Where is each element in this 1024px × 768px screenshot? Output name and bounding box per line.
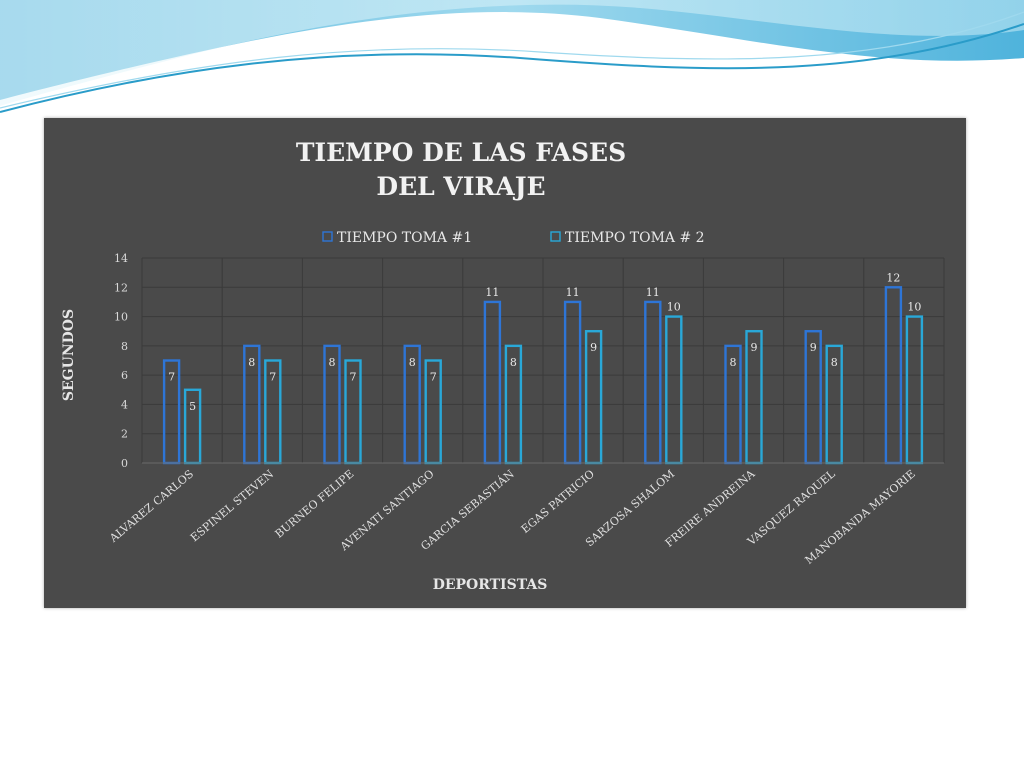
data-label-series-1: 8: [329, 356, 336, 369]
y-axis-title: SEGUNDOS: [61, 309, 77, 401]
legend-swatch-series-2: [550, 231, 561, 242]
data-label-series-2: 7: [350, 371, 357, 384]
data-label-series-2: 9: [590, 341, 597, 354]
data-label-series-1: 8: [730, 356, 737, 369]
bar-chart: TIEMPO DE LAS FASES DEL VIRAJE TIEMPO TO…: [61, 138, 945, 593]
data-label-series-1: 11: [646, 286, 660, 299]
data-label-series-2: 8: [510, 356, 517, 369]
data-label-series-1: 7: [168, 371, 175, 384]
category-label: ALVAREZ CARLOS: [106, 467, 196, 545]
data-label-series-2: 10: [907, 301, 921, 314]
category-label: EGAS PATRICIO: [519, 467, 597, 536]
bar-series-1: [563, 300, 582, 465]
bar-series-1: [483, 300, 502, 465]
chart-panel: TIEMPO DE LAS FASES DEL VIRAJE TIEMPO TO…: [44, 118, 966, 608]
header-wave-line-thin: [0, 11, 1024, 109]
data-label-series-1: 9: [810, 341, 817, 354]
y-tick-label: 10: [114, 311, 128, 324]
data-label-series-1: 12: [886, 271, 900, 284]
data-label-series-2: 5: [189, 400, 196, 413]
data-label-series-1: 11: [566, 286, 580, 299]
bar-series-2: [905, 315, 924, 465]
category-label: BURNEO FELIPE: [273, 467, 357, 540]
y-tick-label: 4: [121, 398, 128, 411]
y-tick-label: 0: [121, 457, 128, 470]
chart-title-line-1: TIEMPO DE LAS FASES: [296, 138, 626, 167]
y-tick-label: 2: [121, 428, 128, 441]
category-label: VASQUEZ RAQUEL: [744, 467, 838, 549]
legend-swatch-series-1: [322, 231, 333, 242]
y-tick-label: 12: [114, 281, 128, 294]
legend-label-series-1: TIEMPO TOMA #1: [337, 230, 472, 246]
data-label-series-1: 8: [248, 356, 255, 369]
data-label-series-1: 11: [485, 286, 499, 299]
category-label: SARZOSA SHALOM: [583, 467, 677, 549]
header-wave-line: [0, 23, 1024, 113]
y-tick-label: 8: [121, 340, 128, 353]
legend: TIEMPO TOMA #1 TIEMPO TOMA # 2: [322, 230, 705, 246]
data-label-series-2: 9: [751, 341, 758, 354]
data-label-series-2: 7: [269, 371, 276, 384]
data-label-series-2: 10: [667, 301, 681, 314]
bar-series-1: [644, 300, 662, 465]
header-wave-front: [0, 0, 1024, 106]
legend-label-series-2: TIEMPO TOMA # 2: [565, 230, 705, 246]
category-label: FREIRE ANDREINA: [663, 467, 759, 550]
data-label-series-2: 8: [831, 356, 838, 369]
y-tick-label: 6: [121, 369, 128, 382]
category-label: ESPINEL STEVEN: [188, 467, 277, 544]
data-label-series-1: 8: [409, 356, 416, 369]
chart-title-line-2: DEL VIRAJE: [376, 172, 545, 201]
x-axis-title: DEPORTISTAS: [433, 577, 548, 593]
bar-series-2: [665, 315, 683, 465]
y-tick-label: 14: [114, 252, 128, 265]
data-label-series-2: 7: [430, 371, 437, 384]
